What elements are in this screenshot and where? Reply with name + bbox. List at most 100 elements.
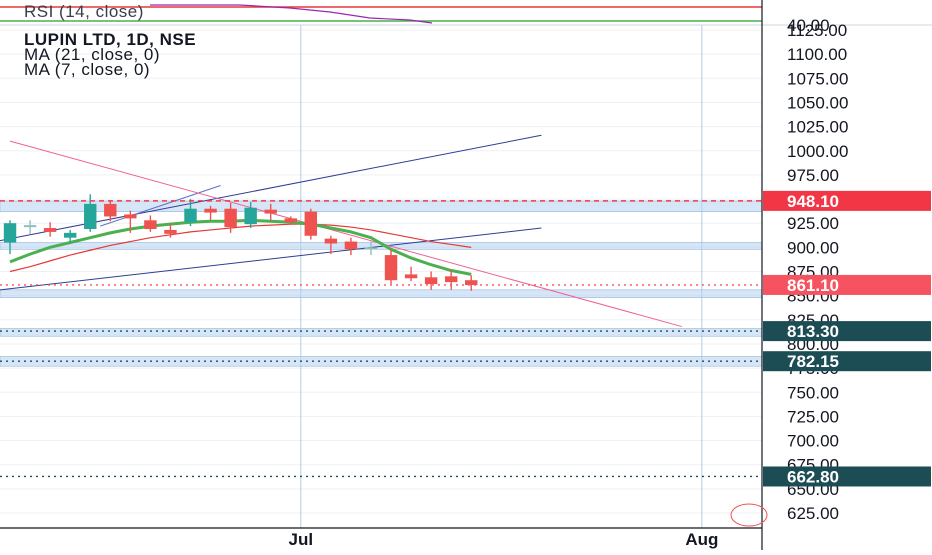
candle-body-5	[104, 203, 117, 217]
candle-body-4	[84, 203, 97, 229]
ma-layer	[9, 218, 472, 276]
rsi-pane	[0, 0, 932, 26]
candle-11	[224, 202, 237, 233]
candle-4	[84, 194, 97, 232]
candle-23	[465, 275, 478, 291]
ma7-line	[9, 218, 472, 276]
price-tick-3: 700.00	[787, 432, 839, 451]
price-label-1: 861.10	[787, 276, 839, 295]
ma21-line	[9, 223, 472, 273]
price-tick-12: 925.00	[787, 214, 839, 233]
candle-15	[304, 208, 318, 240]
ma21-legend[interactable]: MA (21, close, 0)	[24, 45, 160, 65]
candle-body-0	[3, 223, 17, 243]
candle-body-12	[244, 207, 257, 225]
candle-body-3	[63, 232, 77, 238]
candle-19	[384, 249, 398, 285]
symbol-legend[interactable]: LUPIN LTD, 1D, NSE	[24, 30, 196, 50]
time-label-0: Jul	[289, 530, 314, 549]
trendline-3	[9, 140, 682, 328]
zone-3	[0, 328, 763, 337]
candle-22	[444, 269, 458, 290]
price-label-2: 813.30	[787, 322, 839, 341]
rsi-line	[150, 4, 433, 24]
candle-body-21	[424, 277, 438, 285]
ma7-legend-label: MA (7, close, 0)	[24, 60, 151, 79]
candle-body-13	[264, 209, 277, 214]
price-tick-0: 625.00	[787, 504, 839, 523]
rsi-axis-label: 40.00	[787, 16, 830, 35]
trendline-2	[100, 185, 221, 227]
price-tick-14: 975.00	[787, 166, 839, 185]
candle-body-18	[364, 247, 378, 250]
zone-2	[0, 289, 763, 298]
candle-body-10	[204, 208, 217, 213]
time-label-1: Aug	[685, 530, 718, 549]
candle-3	[63, 229, 77, 244]
candle-body-8	[164, 229, 177, 234]
candle-2	[43, 222, 57, 237]
price-tick-16: 1025.00	[787, 118, 848, 137]
candle-body-16	[324, 238, 338, 244]
candle-body-7	[144, 220, 157, 229]
price-label-bg-2	[763, 321, 931, 342]
candle-16	[324, 235, 338, 255]
candle-body-1	[23, 225, 37, 228]
candle-6	[124, 210, 137, 233]
candle-body-14	[284, 218, 297, 223]
candle-14	[284, 216, 297, 225]
candle-0	[3, 220, 17, 255]
price-axis[interactable]: 625.00650.00675.00700.00725.00750.00775.…	[730, 0, 848, 550]
price-tick-20: 1125.00	[787, 21, 847, 40]
candle-12	[244, 201, 257, 229]
price-tick-5: 750.00	[787, 383, 839, 402]
price-tick-11: 900.00	[787, 238, 839, 257]
candle-body-23	[465, 280, 478, 286]
candle-body-6	[124, 214, 137, 219]
candle-20	[404, 266, 418, 282]
price-tick-4: 725.00	[787, 407, 839, 426]
candle-body-22	[444, 276, 458, 283]
price-tick-17: 1050.00	[787, 93, 848, 112]
trendline-1	[0, 227, 542, 291]
price-label-3: 782.15	[787, 352, 839, 371]
candle-body-19	[384, 255, 398, 281]
candle-21	[424, 271, 438, 290]
ma7-legend[interactable]: MA (7, close, 0)	[24, 60, 150, 80]
symbol-label: LUPIN LTD, 1D, NSE	[24, 30, 197, 49]
candle-body-9	[184, 208, 197, 223]
price-tick-15: 1000.00	[787, 142, 848, 161]
candle-1	[23, 220, 37, 234]
rsi-legend[interactable]: RSI (14, close)	[24, 2, 144, 22]
ma21-legend-label: MA (21, close, 0)	[24, 45, 161, 64]
time-axis[interactable]: Jul Aug	[0, 527, 762, 549]
candle-body-11	[224, 208, 237, 228]
candle-body-20	[404, 274, 418, 279]
candle-body-2	[43, 228, 57, 232]
alert-badge-icon	[730, 503, 768, 527]
price-label-bg-4	[763, 466, 931, 487]
candle-9	[184, 199, 197, 227]
price-label-layer: 948.10 861.10 813.30 782.15 662.80	[0, 190, 931, 487]
candle-5	[104, 200, 117, 222]
price-label-4: 662.80	[787, 467, 839, 486]
candle-17	[344, 237, 358, 256]
candle-layer	[3, 194, 478, 291]
candle-body-17	[344, 241, 358, 250]
candle-10	[204, 205, 217, 221]
price-label-0: 948.10	[787, 192, 839, 211]
price-label-bg-1	[763, 274, 931, 295]
candle-13	[264, 203, 277, 221]
candle-8	[164, 223, 177, 238]
zone-layer	[0, 200, 763, 367]
candle-body-15	[304, 211, 318, 236]
price-tick-18: 1075.00	[787, 69, 848, 88]
price-label-bg-0	[763, 190, 931, 211]
candle-18	[364, 241, 378, 256]
price-label-bg-3	[763, 351, 931, 372]
price-tick-19: 1100.00	[787, 45, 847, 64]
rsi-legend-label: RSI (14, close)	[24, 2, 144, 21]
candle-7	[144, 215, 157, 232]
